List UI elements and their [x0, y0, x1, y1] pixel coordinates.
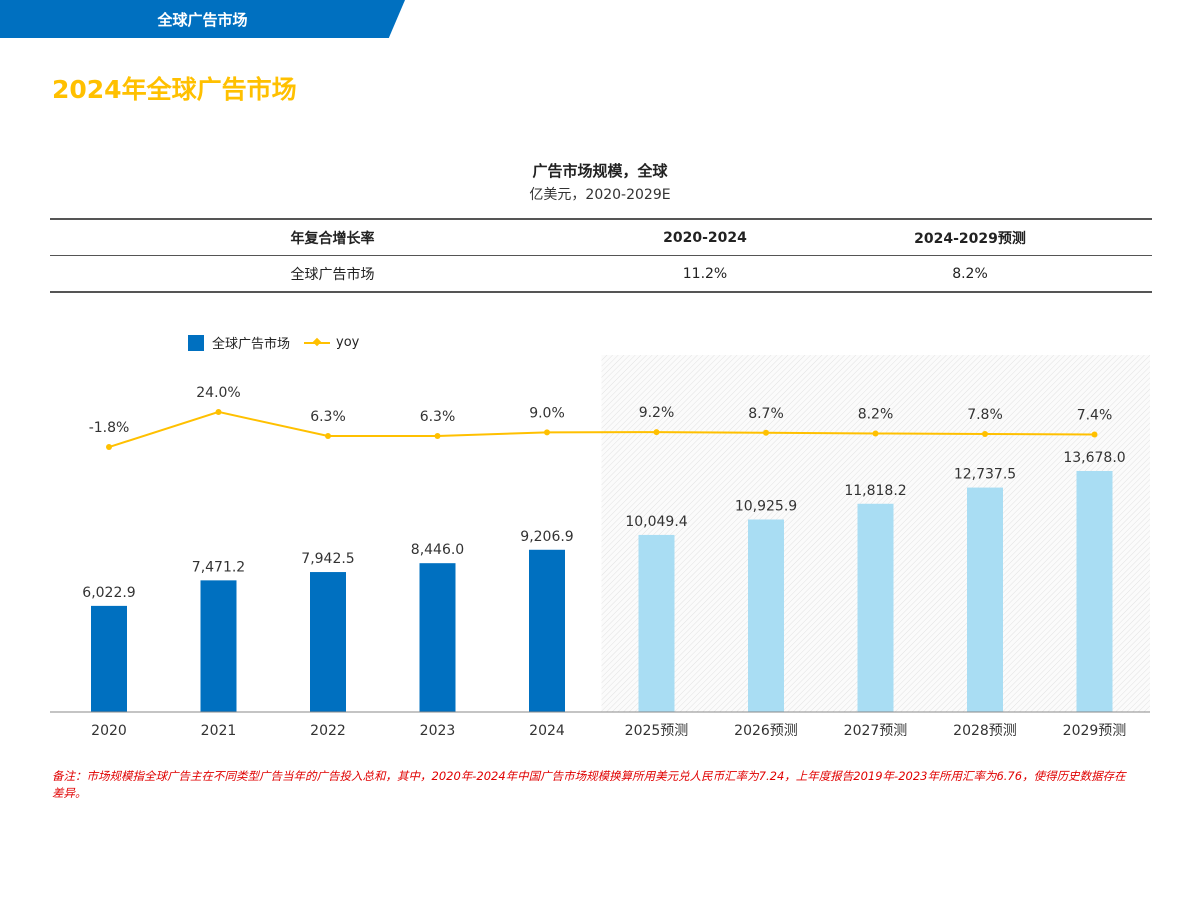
banner-text: 全球广告市场 [157, 11, 248, 29]
yoy-data-label: 7.8% [967, 407, 1003, 423]
bar-data-label: 8,446.0 [411, 542, 464, 558]
x-tick-label: 2022 [310, 723, 346, 739]
footnote: 备注：市场规模指全球广告主在不同类型广告当年的广告投入总和，其中，2020年-2… [52, 769, 1126, 800]
table-header: 年复合增长率 2020-2024 2024-2029预测 [50, 220, 1152, 256]
bar [529, 549, 565, 712]
bar [310, 572, 346, 712]
yoy-data-label: 6.3% [420, 409, 456, 425]
chart-title: 广告市场规模，全球 [532, 162, 668, 180]
legend-swatch-bar [188, 334, 204, 351]
yoy-point [106, 444, 112, 451]
yoy-line [108, 410, 1095, 449]
bar-data-label: 7,471.2 [192, 559, 245, 575]
yoy-point [434, 433, 441, 440]
x-tick-label: 2021 [201, 723, 237, 739]
bar-data-label: 13,678.0 [1063, 450, 1125, 466]
yoy-point [325, 433, 331, 440]
yoy-data-label: -1.8% [89, 420, 130, 436]
x-tick-label: 2028预测 [953, 723, 1017, 739]
x-tick-label: 2024 [529, 723, 565, 739]
bar-data-label: 6,022.9 [82, 585, 135, 601]
x-tick-label: 2020 [91, 723, 127, 739]
bar [91, 605, 127, 712]
bar [857, 503, 894, 712]
yoy-point [1091, 431, 1098, 438]
chart-subtitle: 亿美元，2020-2029E [529, 187, 671, 203]
x-tick-label: 2023 [420, 723, 456, 739]
bar [967, 487, 1003, 712]
bar [638, 534, 675, 712]
bar-data-label: 10,049.4 [625, 514, 687, 530]
cagr-table: 年复合增长率 2020-2024 2024-2029预测 全球广告市场 11.2… [50, 218, 1152, 293]
yoy-point [763, 429, 769, 436]
legend-label-line: yoy [336, 335, 360, 350]
bar-data-label: 9,206.9 [520, 529, 573, 545]
bar [1076, 470, 1113, 712]
yoy-data-label: 9.0% [529, 405, 565, 421]
yoy-data-label: 9.2% [639, 405, 675, 421]
bar [748, 519, 784, 712]
header-cell: 年复合增长率 [290, 230, 375, 247]
chart-legend: 全球广告市场 yoy [188, 333, 359, 352]
table-cell: 8.2% [952, 265, 988, 282]
section-banner: 全球广告市场 [0, 0, 405, 38]
bar-data-label: 12,737.5 [954, 467, 1016, 483]
yoy-data-label: 8.2% [858, 406, 894, 422]
yoy-data-label: 24.0% [196, 385, 240, 401]
x-tick-label: 2025预测 [625, 723, 689, 739]
bar-data-label: 11,818.2 [844, 483, 906, 499]
table-row: 全球广告市场 11.2% 8.2% [50, 256, 1152, 291]
x-tick-label: 2026预测 [734, 723, 798, 739]
header-cell: 2024-2029预测 [914, 230, 1026, 247]
yoy-point [544, 429, 550, 436]
yoy-point [653, 429, 660, 436]
header-cell: 2020-2024 [663, 229, 747, 246]
legend-swatch-line [304, 341, 331, 344]
yoy-point [872, 430, 879, 437]
table-cell: 全球广告市场 [290, 266, 375, 283]
bar-data-label: 7,942.5 [301, 551, 354, 567]
bar [200, 580, 237, 712]
page-title: 2024年全球广告市场 [52, 75, 297, 104]
yoy-data-label: 7.4% [1077, 408, 1113, 424]
x-tick-label: 2027预测 [844, 723, 908, 739]
bar-data-label: 10,925.9 [735, 498, 797, 514]
x-tick-label: 2029预测 [1063, 723, 1127, 739]
yoy-point [982, 430, 988, 437]
table-cell: 11.2% [682, 265, 728, 282]
yoy-data-label: 8.7% [748, 406, 784, 422]
legend-label-bar: 全球广告市场 [212, 337, 291, 352]
yoy-data-label: 6.3% [310, 409, 346, 425]
bar [419, 563, 456, 712]
yoy-point [215, 408, 222, 415]
